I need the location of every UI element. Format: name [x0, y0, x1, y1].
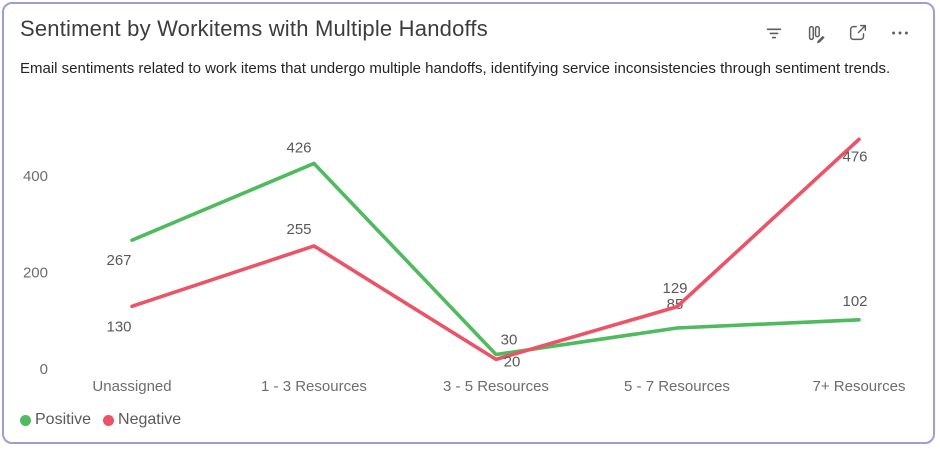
line-chart: 0 200 400 Unassigned 1 - 3 Resources 3 - 5 Re…	[23, 137, 906, 395]
visual-toolbar	[761, 16, 917, 46]
more-options-icon[interactable]	[887, 20, 913, 46]
data-label: 426	[286, 139, 311, 156]
visual-card: Sentiment by Workitems with Multiple Han…	[2, 2, 935, 444]
legend-label: Negative	[118, 411, 182, 428]
x-axis-label: 7+ Resources	[813, 378, 906, 395]
x-axis-label: Unassigned	[92, 378, 171, 395]
series-line-positive[interactable]	[130, 161, 861, 357]
legend-item-positive[interactable]: Positive	[20, 411, 91, 429]
data-label: 20	[504, 353, 521, 370]
x-axis-label: 5 - 7 Resources	[624, 378, 730, 395]
page-title: Sentiment by Workitems with Multiple Han…	[20, 16, 488, 41]
legend-dot	[103, 414, 115, 426]
data-label: 30	[501, 332, 518, 349]
data-label: 130	[106, 318, 131, 335]
legend: Positive Negative	[20, 411, 181, 429]
chart-subtitle: Email sentiments related to work items t…	[20, 60, 891, 77]
data-label: 102	[842, 293, 867, 310]
x-axis-label: 3 - 5 Resources	[443, 378, 549, 395]
focus-mode-icon[interactable]	[845, 20, 871, 46]
series-line-negative[interactable]	[130, 137, 861, 362]
legend-label: Positive	[35, 411, 92, 428]
y-tick-label: 0	[40, 361, 48, 378]
card-header: Sentiment by Workitems with Multiple Han…	[20, 16, 917, 46]
x-axis-label: 1 - 3 Resources	[261, 378, 367, 395]
data-label: 267	[106, 252, 131, 269]
y-tick-label: 200	[23, 265, 48, 282]
data-label: 255	[286, 221, 311, 238]
data-label: 129	[662, 280, 687, 297]
y-tick-label: 400	[23, 168, 48, 185]
legend-item-negative[interactable]: Negative	[103, 411, 181, 429]
legend-dot	[20, 414, 31, 426]
personalize-visual-icon[interactable]	[803, 20, 829, 46]
filter-icon[interactable]	[761, 20, 787, 46]
data-label: 476	[842, 148, 867, 165]
